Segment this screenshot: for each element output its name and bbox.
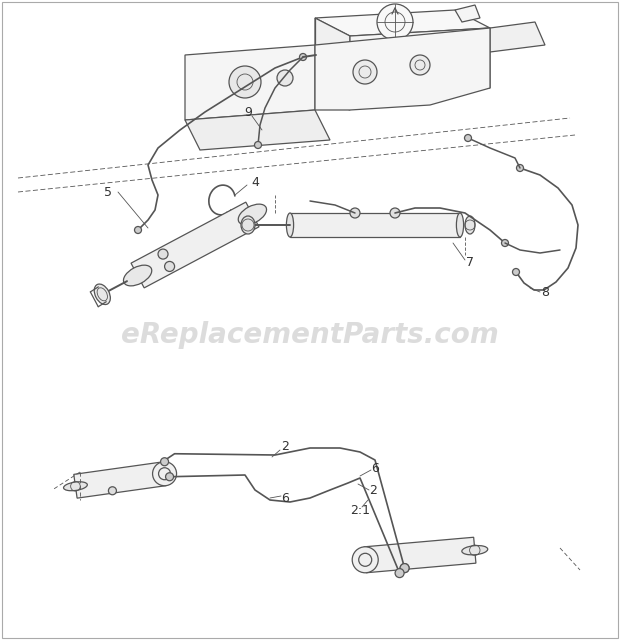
Circle shape	[299, 54, 306, 61]
Circle shape	[277, 70, 293, 86]
Circle shape	[337, 49, 343, 55]
Polygon shape	[185, 45, 315, 120]
Circle shape	[158, 249, 168, 259]
Polygon shape	[74, 462, 166, 498]
Circle shape	[400, 564, 409, 573]
Circle shape	[410, 55, 430, 75]
Text: 7: 7	[466, 257, 474, 269]
Circle shape	[502, 239, 508, 246]
Text: 2:1: 2:1	[350, 504, 370, 516]
Circle shape	[164, 261, 175, 271]
Text: 8: 8	[541, 287, 549, 300]
Circle shape	[390, 208, 400, 218]
Circle shape	[400, 564, 409, 573]
Ellipse shape	[462, 545, 488, 555]
Ellipse shape	[94, 284, 110, 305]
Ellipse shape	[286, 213, 294, 237]
Polygon shape	[455, 5, 480, 22]
Polygon shape	[315, 18, 350, 95]
Circle shape	[516, 164, 523, 172]
Text: 4: 4	[251, 175, 259, 189]
Polygon shape	[315, 28, 490, 110]
Ellipse shape	[238, 204, 267, 225]
Circle shape	[513, 269, 520, 275]
Circle shape	[350, 208, 360, 218]
Ellipse shape	[241, 216, 255, 234]
Circle shape	[353, 60, 377, 84]
Polygon shape	[490, 22, 545, 52]
Polygon shape	[185, 110, 330, 150]
Text: 2: 2	[281, 440, 289, 454]
Polygon shape	[131, 202, 259, 288]
Polygon shape	[315, 10, 490, 36]
Circle shape	[166, 473, 174, 481]
Circle shape	[135, 227, 141, 234]
Circle shape	[153, 461, 177, 486]
Ellipse shape	[456, 213, 464, 237]
Polygon shape	[364, 537, 476, 573]
Circle shape	[229, 66, 261, 98]
Circle shape	[395, 568, 404, 577]
Circle shape	[254, 141, 262, 148]
Text: 5: 5	[104, 186, 112, 198]
Circle shape	[464, 134, 471, 141]
Text: 6: 6	[281, 492, 289, 504]
Polygon shape	[295, 78, 350, 110]
Ellipse shape	[123, 265, 152, 286]
Circle shape	[377, 4, 413, 40]
Circle shape	[321, 53, 329, 61]
Polygon shape	[290, 213, 460, 237]
Ellipse shape	[465, 216, 475, 234]
Text: 6: 6	[371, 461, 379, 474]
Text: 9: 9	[244, 106, 252, 118]
Circle shape	[352, 547, 378, 573]
Ellipse shape	[63, 482, 87, 491]
Circle shape	[108, 487, 117, 495]
Polygon shape	[350, 28, 490, 95]
Text: 2: 2	[369, 483, 377, 497]
Circle shape	[161, 458, 169, 466]
Text: eReplacementParts.com: eReplacementParts.com	[121, 321, 499, 349]
